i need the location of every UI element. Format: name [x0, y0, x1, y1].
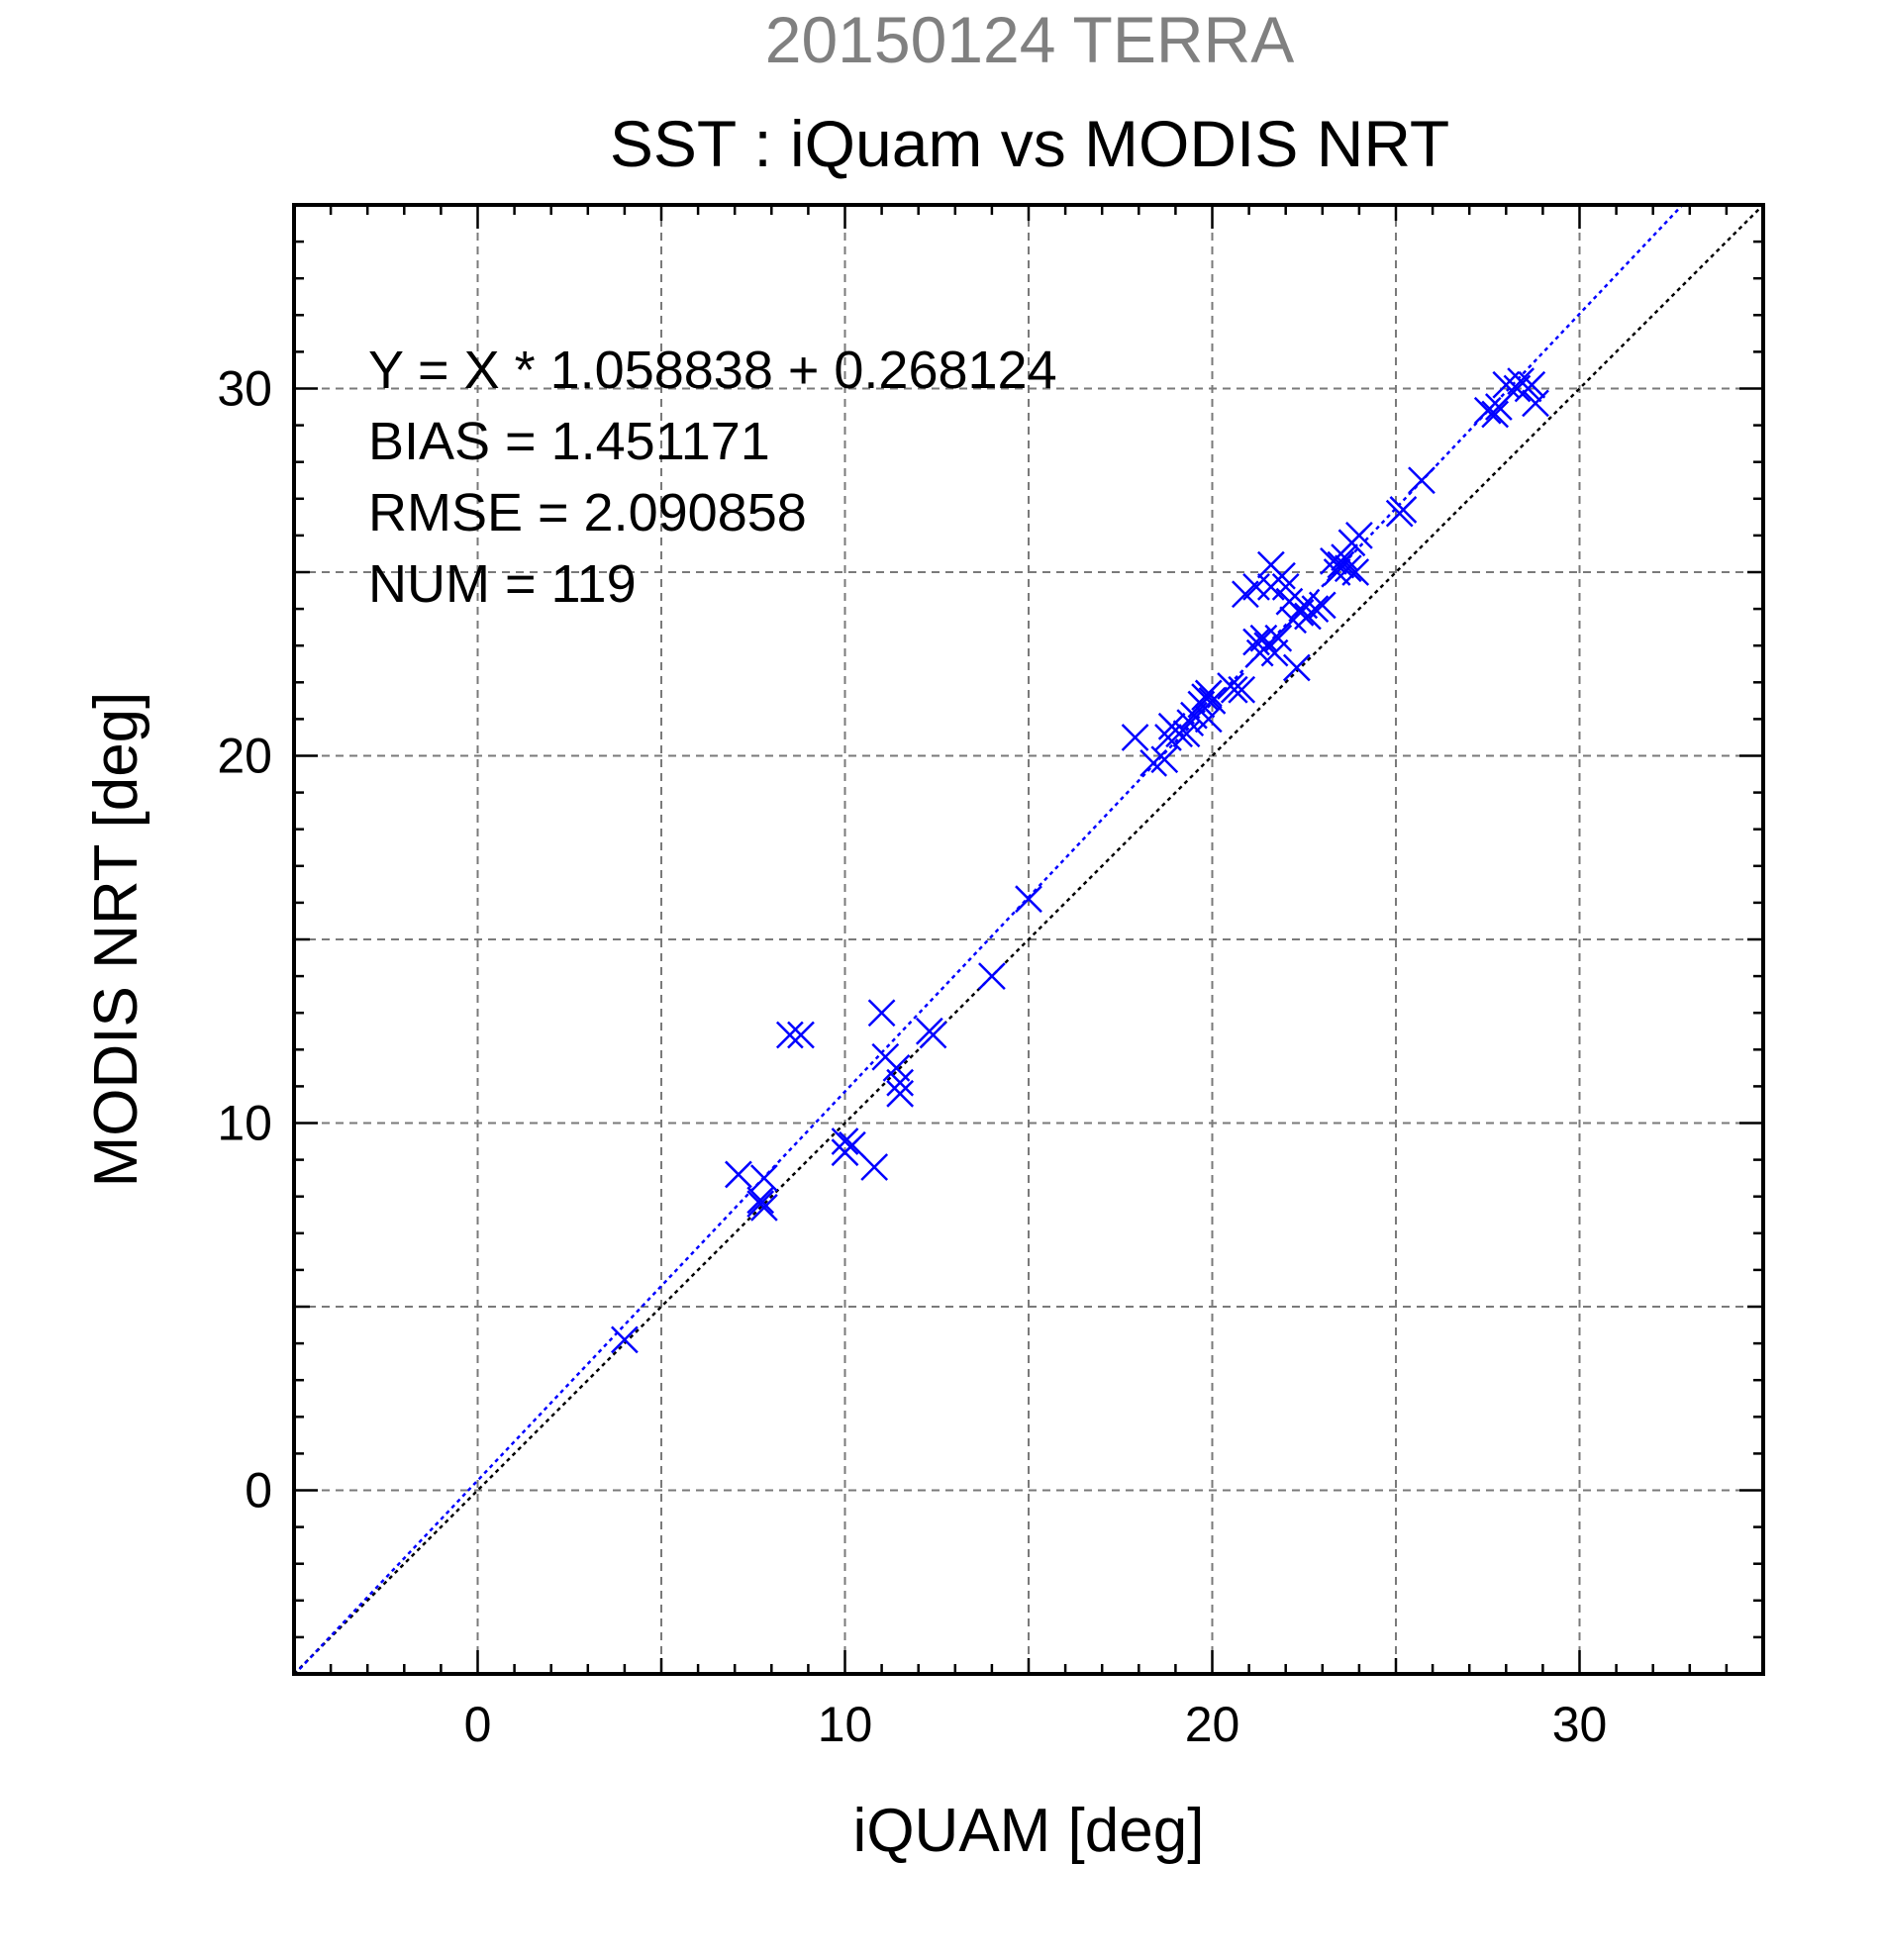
- data-point: [1015, 885, 1042, 914]
- data-point: [775, 1021, 804, 1049]
- y-tick-label: 0: [245, 1463, 272, 1519]
- data-point: [1481, 400, 1510, 429]
- data-point: [1301, 595, 1330, 623]
- data-point: [1268, 561, 1296, 590]
- data-point: [1518, 370, 1546, 399]
- tick-labels: 0 10 20 30 0 10 20 30: [217, 361, 1607, 1753]
- data-point: [1198, 686, 1227, 715]
- identity-line: [294, 205, 1763, 1674]
- data-points: [611, 367, 1549, 1354]
- data-point: [978, 962, 1006, 990]
- data-point: [919, 1021, 947, 1049]
- data-point: [725, 1160, 752, 1189]
- data-point: [839, 1130, 866, 1159]
- x-axis-label: iQUAM [deg]: [853, 1797, 1205, 1865]
- data-point: [831, 1127, 859, 1155]
- data-point: [1194, 679, 1223, 708]
- data-point: [1121, 724, 1149, 751]
- stat-line: BIAS = 1.451171: [368, 412, 770, 471]
- data-point: [746, 1186, 775, 1215]
- data-point: [1308, 591, 1336, 620]
- data-point: [1172, 720, 1201, 748]
- stat-line: RMSE = 2.090858: [368, 483, 807, 542]
- data-point: [1249, 624, 1278, 652]
- chart-title: 20150124 TERRA: [765, 3, 1294, 76]
- data-point: [787, 1021, 815, 1049]
- data-point: [886, 1079, 915, 1108]
- data-point: [1228, 675, 1256, 704]
- data-point: [867, 999, 896, 1028]
- stats-annotations: Y = X * 1.058838 + 0.268124 BIAS = 1.4511…: [368, 341, 1057, 614]
- data-point: [1408, 466, 1436, 495]
- stat-line: Y = X * 1.058838 + 0.268124: [368, 341, 1057, 400]
- data-point: [749, 1193, 778, 1222]
- data-point: [1331, 543, 1358, 572]
- data-point: [1334, 554, 1362, 583]
- stat-line: NUM = 119: [368, 554, 637, 614]
- data-point: [886, 1068, 915, 1097]
- data-point: [611, 1325, 639, 1354]
- data-point: [1139, 749, 1168, 777]
- y-axis-label: MODIS NRT [deg]: [82, 692, 150, 1188]
- data-point: [860, 1153, 889, 1181]
- data-point: [1242, 572, 1270, 601]
- data-point: [1345, 522, 1373, 549]
- x-tick-label: 30: [1552, 1697, 1608, 1752]
- data-point: [1473, 396, 1502, 425]
- x-tick-label: 20: [1185, 1697, 1240, 1752]
- data-point: [1389, 496, 1418, 524]
- data-point: [1264, 624, 1293, 652]
- x-tick-label: 10: [818, 1697, 873, 1752]
- data-point: [1176, 709, 1205, 736]
- data-point: [1282, 653, 1311, 682]
- y-tick-label: 10: [217, 1096, 272, 1151]
- data-point: [1194, 705, 1223, 734]
- x-tick-label: 0: [464, 1697, 492, 1752]
- data-point: [1522, 389, 1549, 418]
- data-point: [1154, 724, 1182, 751]
- data-point: [1341, 558, 1370, 586]
- chart-subtitle: SST : iQuam vs MODIS NRT: [610, 107, 1449, 180]
- y-tick-label: 30: [217, 361, 272, 417]
- y-tick-label: 20: [217, 729, 272, 784]
- plot-frame: [292, 203, 1765, 1676]
- data-point: [1327, 550, 1355, 579]
- data-point: [1220, 675, 1248, 704]
